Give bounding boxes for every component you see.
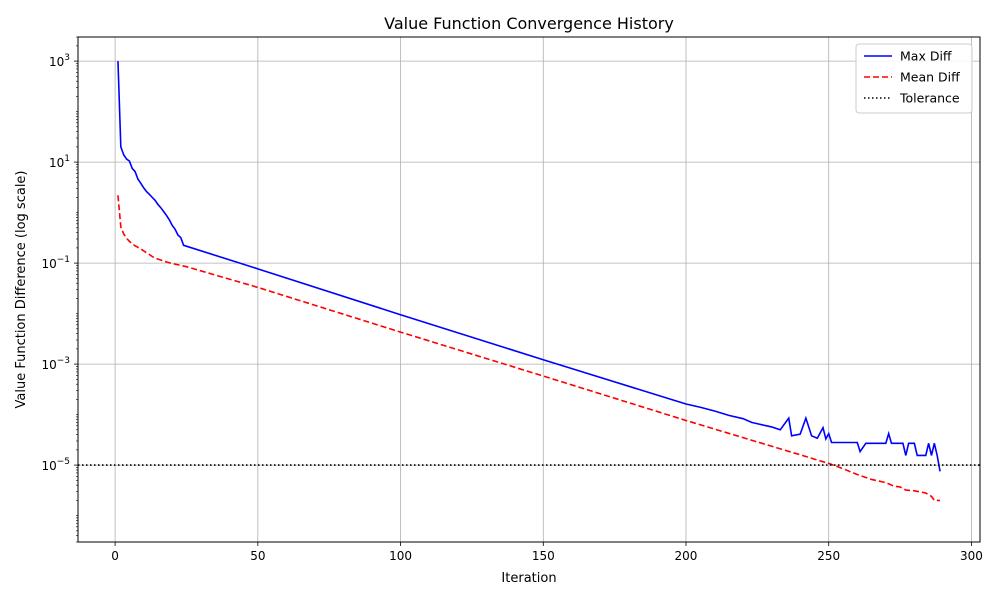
x-tick-label: 250 (817, 549, 840, 563)
x-tick-label: 0 (111, 549, 119, 563)
legend-box (855, 43, 973, 114)
chart-title: Value Function Convergence History (384, 14, 674, 33)
y-tick-label: 103 (49, 53, 70, 69)
x-tick-label: 150 (532, 549, 555, 563)
x-tick-label: 200 (675, 549, 698, 563)
legend: Max Diff Mean Diff Tolerance (855, 43, 973, 114)
x-tick-label: 300 (960, 549, 983, 563)
legend-label-max-diff: Max Diff (900, 49, 952, 64)
y-tick-label: 10−3 (41, 356, 70, 372)
y-tick-label: 10−5 (41, 457, 70, 473)
x-axis-label: Iteration (501, 571, 556, 586)
grid (78, 37, 980, 542)
series-line-mean-diff (117, 195, 941, 502)
y-axis-label: Value Function Difference (log scale) (14, 171, 29, 409)
x-tick-label: 100 (389, 549, 412, 563)
series-layer (78, 61, 980, 502)
y-tick-label: 101 (49, 154, 70, 170)
y-tick-label: 10−1 (41, 255, 70, 271)
legend-label-tolerance: Tolerance (899, 91, 960, 106)
series-line-max-diff (117, 61, 941, 472)
ticks: 0 50 100 150 200 250 300 103 101 10−1 10−3 10−5 (41, 36, 983, 563)
x-tick-label: 50 (250, 549, 265, 563)
legend-label-mean-diff: Mean Diff (900, 70, 960, 85)
